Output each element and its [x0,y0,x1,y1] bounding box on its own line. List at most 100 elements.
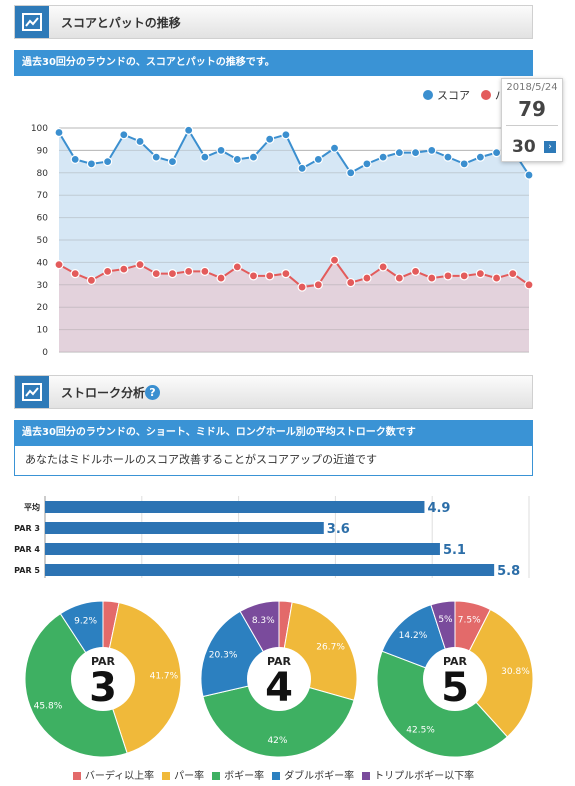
putts-point [427,273,437,283]
putts-point [475,269,485,279]
bar [45,543,440,555]
pie-slice-label: 8.3% [252,616,275,626]
pie-slice-label: 45.8% [34,701,63,711]
y-tick-label: 10 [37,326,49,336]
legend-label: パ [495,89,506,102]
putts-point [103,266,113,276]
score-point [151,152,161,162]
score-point [167,156,178,167]
putts-point [378,262,388,272]
legend-label: ダブルボギー率 [284,771,355,782]
tooltip-score: 79 [518,97,546,121]
pie-center [71,647,135,711]
putts-point [410,266,421,276]
legend-swatch [212,772,221,780]
putts-point [313,280,323,290]
score-point [184,125,194,135]
putts-point [151,269,161,279]
putts-point [232,262,242,272]
legend-swatch [272,772,281,780]
legend-swatch [162,772,171,780]
pie-legend-item: ボギー率 [212,767,264,782]
pie-slice-label: 26.7% [316,642,345,652]
section-title: ストローク分析 [61,386,146,400]
legend-marker [423,90,433,100]
score-point [362,159,372,169]
legend-swatch [72,772,81,780]
score-point [524,170,534,180]
putts-point [346,277,356,288]
score-point [297,163,307,173]
putts-point [443,271,453,281]
legend-label: バーディ以上率 [84,771,155,782]
bar-value-label: 3.6 [327,522,350,537]
pie-legend: バーディ以上率 パー率 ボギー率 ダブルボギー率 トリプルボギー以下率 [14,767,533,782]
pie-center-par-label: PAR [443,655,468,668]
bar-value-label: 5.1 [443,543,466,558]
pie-slice-label: 30.8% [501,667,530,677]
advice-message: あなたはミドルホールのスコア改善することがスコアアップの近道です [14,446,533,476]
chart-trend-icon [15,6,49,38]
score-point [70,154,80,164]
putts-point [200,266,210,276]
chart-tooltip: 2018/5/24 79 30 › [501,78,563,162]
pie-slice [202,678,355,758]
score-point [200,152,210,162]
pie-legend-item: パー率 [162,767,204,782]
putts-point [491,273,502,283]
putts-point [167,269,178,279]
pie-center [423,647,487,711]
score-putt-line-chart: スコア パ 0 10 20 30 40 50 60 70 80 90 100 [31,89,534,358]
putts-point [394,273,404,283]
y-tick-label: 90 [37,146,49,156]
pie-slice-label: 41.7% [150,672,179,682]
pie-legend-item: トリプルボギー以下率 [362,767,474,782]
chevron-right-icon[interactable]: › [544,141,556,153]
pie-legend-item: バーディ以上率 [72,767,155,782]
bar-category-label: 平均 [24,502,40,512]
score-point [232,154,242,164]
pie-center-number: 4 [265,665,293,711]
stroke-analysis-description: 過去30回分のラウンドの、ショート、ミドル、ロングホール別の平均ストローク数です [14,420,533,446]
help-icon[interactable]: ? [145,385,160,400]
y-tick-label: 0 [42,348,48,358]
legend-label: パー率 [174,771,205,782]
y-tick-label: 30 [37,281,49,291]
pie-legend-item: ダブルボギー率 [272,767,354,782]
putts-point [248,271,259,281]
score-point [427,145,437,156]
putts-point [297,282,307,292]
pie-slice-label: 42% [267,736,287,746]
y-tick-label: 100 [31,124,48,134]
putts-area [59,260,529,352]
putts-point [508,269,518,279]
bar-category-label: PAR 3 [14,524,40,533]
y-tick-label: 40 [37,258,49,268]
pie-center-par-label: PAR [91,655,116,668]
bar [45,564,495,576]
score-point [443,152,453,162]
score-point [475,152,485,162]
score-point [313,154,323,164]
legend-swatch [362,772,371,780]
score-point [265,134,275,144]
score-putt-header: スコアとパットの推移 [14,5,533,39]
pie-slice [102,602,182,754]
putts-point [459,271,469,281]
pie-slice-label: 9.2% [74,617,97,627]
putts-point [329,255,340,265]
score-point [459,159,469,169]
score-point [103,156,113,167]
pie-center-par-label: PAR [267,655,292,668]
score-point [410,148,421,158]
pie-slice-label: 7.5% [458,616,481,626]
y-tick-label: 60 [37,214,49,224]
score-point [281,130,291,140]
putts-point [281,269,291,279]
bar-value-label: 4.9 [427,501,450,516]
y-tick-label: 20 [37,303,49,313]
putts-point [70,269,80,279]
pie-center-number: 5 [441,665,469,711]
bar-category-label: PAR 5 [14,566,40,575]
putts-point [54,260,64,270]
